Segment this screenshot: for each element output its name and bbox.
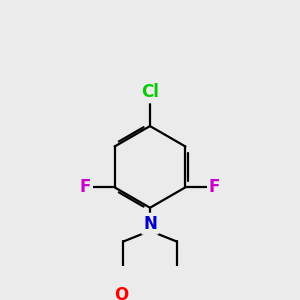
Text: F: F [80,178,91,196]
Text: Cl: Cl [141,83,159,101]
Text: N: N [143,215,157,233]
Text: O: O [115,286,129,300]
Text: F: F [209,178,220,196]
